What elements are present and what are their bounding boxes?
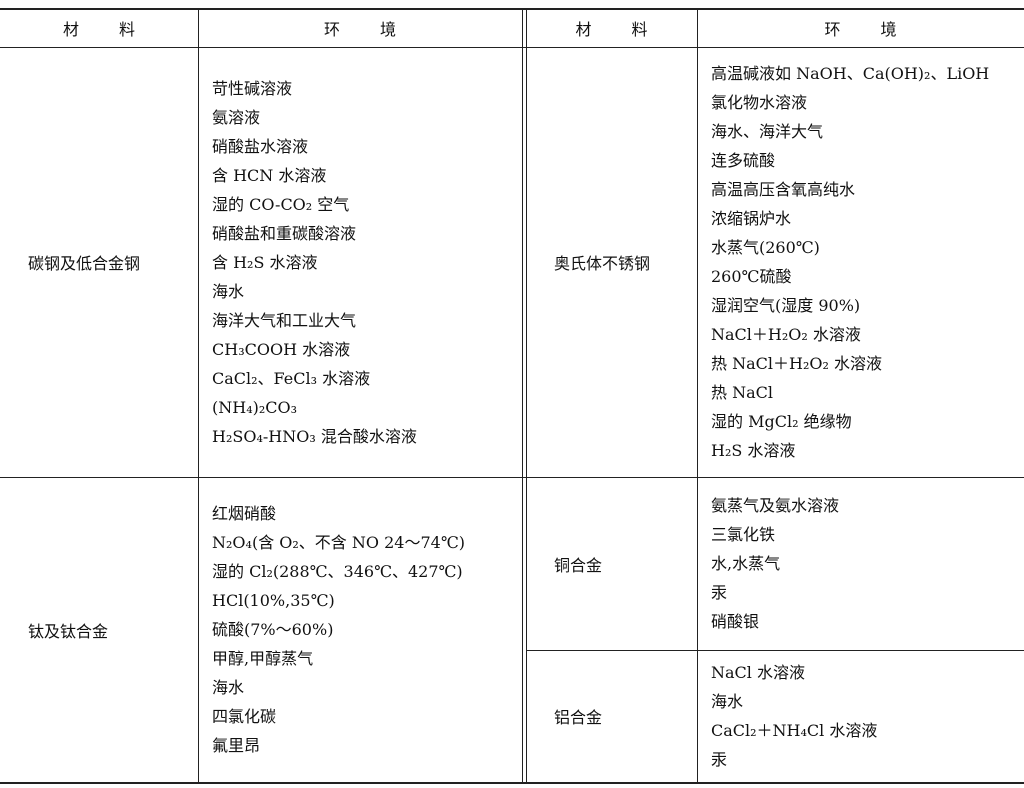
environment: 硫酸(7%～60%) [212,620,334,639]
header-cell: 环境 [323,19,436,39]
environment: 湿润空气(湿度 90%) [711,296,861,315]
column-rule [198,8,199,783]
header-cell: 材料 [62,19,175,39]
environment: H₂SO₄-HNO₃ 混合酸水溶液 [212,426,417,446]
environment-list: 氨蒸气及氨水溶液 三氯化铁水,水蒸气汞硝酸银 [697,477,1024,650]
environment: 湿的 MgCl₂ 绝缘物 [711,412,852,431]
material: 钛及钛合金 [28,621,109,641]
environment: 海水 [212,678,245,697]
environment: CaCl₂、FeCl₃ 水溶液 [212,368,371,388]
environment: 苛性碱溶液 [212,78,293,98]
environment: 热 NaCl＋H₂O₂ 水溶液 [711,354,882,373]
header-cell: 材料 [575,19,688,39]
environment: 氯化物水溶液 [711,93,808,112]
environment: CaCl₂＋NH₄Cl 水溶液 [711,721,878,740]
environment: 氟里昂 [212,736,261,755]
environment: 湿的 CO-CO₂ 空气 [212,194,350,214]
environment: 水蒸气(260℃) [711,238,820,257]
environment: NaCl＋H₂O₂ 水溶液 [711,325,861,344]
environment: 热 NaCl [711,383,773,402]
environment: 氨溶液 [212,107,261,127]
environment: 海水 [711,692,744,711]
environment: 氨蒸气及氨水溶液 [711,496,840,515]
environment-list: NaCl 水溶液 海水 CaCl₂＋NH₄Cl 水溶液汞 [697,650,1024,782]
rule [0,8,1024,10]
column-rule [697,8,698,783]
environment: 海水 [212,281,245,301]
environment: 汞 [711,750,728,769]
rule [0,47,1024,48]
material: 碳钢及低合金钢 [28,254,141,273]
rule [0,782,1024,784]
environment: 海水、海洋大气 [711,122,824,141]
environment: 四氯化碳 [212,707,277,726]
environment: 水,水蒸气 [711,554,781,573]
rule [526,650,1024,651]
column-rule [522,8,523,783]
environment: 260℃硫酸 [711,267,792,286]
environment: (NH₄)₂CO₃ [212,397,298,417]
material: 奥氏体不锈钢 [554,254,651,273]
environment: 连多硫酸 [711,151,776,170]
material: 铝合金 [554,708,603,727]
environment: H₂S 水溶液 [711,441,796,460]
environment: 红烟硝酸 [212,504,277,523]
environment: 含 HCN 水溶液 [212,165,327,185]
header-cell: 环境 [824,19,937,39]
environment: 含 H₂S 水溶液 [212,252,318,272]
environment-list: 苛性碱溶液氨溶液硝酸盐水溶液含 HCN 水溶液湿的 CO-CO₂ 空气 硝酸盐和重… [198,47,522,477]
environment: 高温高压含氧高纯水 [711,180,856,199]
environment: 汞 [711,583,728,602]
material: 铜合金 [554,555,603,575]
environment: 湿的 Cl₂(288℃、346℃、427℃) [212,562,463,581]
environment: N₂O₄(含 O₂、不含 NO 24～74℃) [212,533,465,552]
environment: HCl(10%,35℃) [212,591,335,610]
environment: 三氯化铁 [711,525,776,544]
environment: 甲醇,甲醇蒸气 [212,649,314,668]
environment: CH₃COOH 水溶液 [212,339,351,359]
environment: 硝酸盐和重碳酸溶液 [212,223,357,243]
environment: NaCl 水溶液 [711,663,805,682]
rule [0,477,1024,478]
environment: 海洋大气和工业大气 [212,310,357,330]
environment-list: 高温碱液如 NaOH、Ca(OH)₂、LiOH 氯化物水溶液 海水、海洋大气 连多硫酸… [697,47,1024,477]
environment: 高温碱液如 NaOH、Ca(OH)₂、LiOH [711,64,990,83]
environment: 硝酸盐水溶液 [212,136,309,156]
environment: 浓缩锅炉水 [711,209,792,228]
environment-list: 红烟硝酸 N₂O₄(含 O₂、不含 NO 24～74℃) 湿的 Cl₂(288℃、3… [198,477,522,782]
environment: 硝酸银 [711,612,760,631]
column-rule [526,8,527,783]
